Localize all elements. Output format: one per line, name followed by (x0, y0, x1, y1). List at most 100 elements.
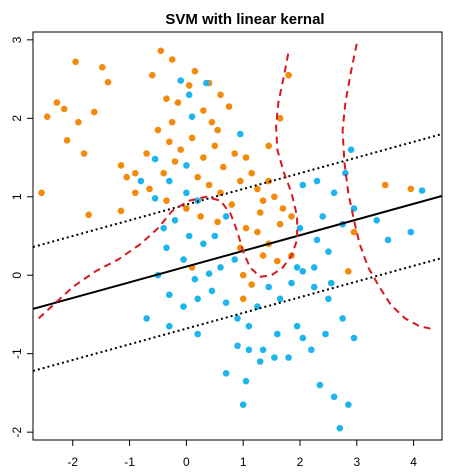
data-point-class-b-61 (313, 236, 321, 244)
data-point-class-b-75 (319, 213, 327, 220)
data-point-class-b-20 (163, 244, 170, 252)
data-point-class-b-38 (322, 330, 329, 338)
data-point-class-a-58 (276, 220, 284, 228)
data-point-class-b-8 (183, 189, 190, 197)
data-point-class-a-15 (157, 47, 165, 55)
data-point-class-b-14 (222, 213, 230, 220)
data-point-class-a-4 (72, 58, 79, 66)
data-point-class-b-36 (339, 315, 346, 322)
data-point-class-b-76 (293, 264, 301, 271)
y-tick-label: -1 (10, 348, 24, 359)
data-point-class-b-53 (345, 401, 352, 409)
data-point-class-a-56 (254, 228, 261, 236)
data-point-class-b-5 (137, 177, 145, 185)
data-point-class-a-2 (60, 105, 68, 113)
data-point-class-a-28 (177, 146, 184, 153)
x-tick-label: -2 (67, 455, 78, 469)
data-point-class-a-65 (265, 142, 273, 150)
data-point-class-a-49 (254, 185, 261, 193)
data-point-class-a-21 (191, 67, 199, 75)
data-point-class-b-34 (310, 283, 318, 291)
data-point-class-b-40 (293, 322, 301, 330)
data-point-class-a-12 (123, 173, 130, 181)
data-point-class-a-70 (381, 181, 389, 189)
x-tick-label: 4 (410, 455, 417, 469)
data-point-class-b-17 (205, 270, 213, 278)
data-point-class-b-59 (194, 330, 201, 338)
data-point-class-a-48 (248, 169, 255, 177)
data-point-class-b-57 (143, 315, 150, 322)
data-point-class-b-3 (188, 113, 196, 120)
data-point-class-b-54 (336, 424, 344, 432)
data-point-class-b-58 (166, 322, 173, 330)
data-point-class-a-53 (279, 205, 287, 212)
data-point-class-b-49 (285, 354, 292, 361)
data-point-class-a-73 (345, 268, 352, 275)
bayes-boundary-curve-1 (341, 43, 431, 330)
data-point-class-a-24 (217, 91, 224, 99)
data-point-class-a-34 (143, 150, 150, 157)
data-point-class-b-79 (183, 162, 190, 169)
data-point-class-b-42 (259, 346, 267, 354)
data-point-class-a-3 (63, 137, 71, 144)
bayes-boundary-curve-0 (38, 51, 299, 320)
data-point-class-b-6 (151, 195, 159, 202)
y-tick-label: 1 (10, 193, 24, 200)
data-point-class-b-30 (265, 283, 273, 291)
data-point-class-a-59 (259, 252, 267, 259)
data-point-class-a-52 (271, 193, 278, 201)
data-point-class-a-67 (285, 71, 292, 79)
y-tick-label: -2 (10, 426, 24, 437)
data-point-class-a-54 (288, 213, 295, 220)
data-point-class-a-5 (75, 118, 82, 126)
data-point-class-a-36 (171, 158, 179, 165)
data-point-class-b-65 (342, 169, 349, 177)
data-point-class-b-13 (211, 232, 219, 240)
data-point-class-a-29 (188, 134, 196, 142)
data-point-class-a-23 (208, 118, 216, 126)
data-point-class-a-71 (407, 185, 415, 193)
data-point-class-b-28 (245, 322, 253, 330)
data-point-class-b-19 (180, 256, 187, 263)
x-axis: -2 -1 0 1 2 3 4 (67, 440, 417, 469)
data-point-class-a-10 (85, 211, 92, 219)
data-point-class-b-47 (256, 358, 264, 365)
data-point-class-b-18 (191, 275, 199, 283)
data-point-class-a-63 (239, 271, 247, 279)
data-point-class-b-68 (299, 181, 307, 189)
data-point-class-a-31 (211, 142, 219, 150)
data-point-class-b-56 (160, 224, 167, 232)
data-point-class-a-42 (183, 205, 190, 212)
data-point-class-b-1 (185, 91, 193, 99)
data-point-class-a-11 (117, 162, 125, 169)
data-point-class-a-76 (38, 189, 45, 197)
data-point-class-b-12 (200, 240, 207, 248)
data-point-class-a-38 (205, 181, 213, 189)
data-point-class-a-13 (132, 189, 139, 197)
data-point-class-a-69 (132, 169, 139, 177)
data-point-class-a-25 (225, 103, 233, 110)
data-point-class-b-11 (185, 232, 193, 240)
data-point-class-a-40 (146, 185, 153, 193)
data-point-class-b-78 (237, 130, 244, 138)
data-point-class-b-4 (151, 155, 159, 163)
data-point-class-b-23 (180, 303, 187, 310)
data-point-class-b-10 (171, 217, 179, 224)
data-point-class-a-30 (200, 154, 207, 161)
data-point-class-a-41 (163, 197, 170, 204)
data-point-class-a-50 (259, 197, 267, 204)
data-point-class-b-24 (194, 295, 201, 303)
x-tick-label: 1 (240, 455, 247, 469)
svm-margin-lower (33, 257, 442, 372)
data-point-class-a-19 (174, 99, 182, 106)
data-point-class-a-33 (231, 150, 238, 157)
data-point-class-a-8 (99, 64, 106, 71)
data-point-class-b-74 (310, 264, 318, 271)
data-point-class-a-18 (163, 95, 170, 102)
data-point-class-a-14 (117, 207, 125, 215)
data-point-class-b-77 (327, 279, 335, 287)
data-point-class-a-75 (239, 295, 247, 303)
data-point-class-b-62 (325, 248, 332, 255)
data-point-class-a-60 (274, 257, 281, 265)
